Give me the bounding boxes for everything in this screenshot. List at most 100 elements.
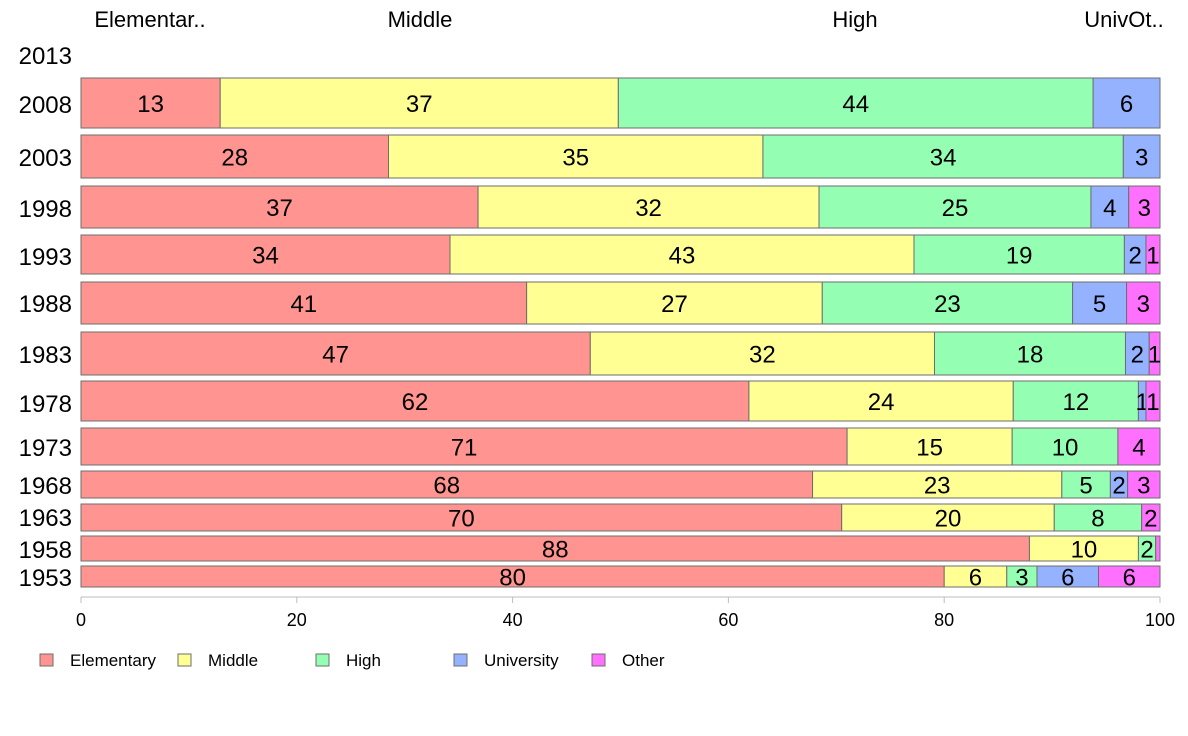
- legend-swatch: [591, 653, 606, 667]
- bar-row-1993: 34 43 19 2 1: [80, 234, 1161, 275]
- bar-row-1953: 80 6 3 6 6: [80, 565, 1161, 592]
- bar-segment-middle: [477, 185, 820, 229]
- bar-row-2003: 28 35 34 3: [80, 134, 1161, 179]
- bar-row-1968: 68 23 5 2 3: [80, 470, 1161, 500]
- bar-segment-university: [1092, 77, 1161, 129]
- legend-item-middle: Middle: [177, 651, 258, 670]
- year-axis-labels: 2013 2008 2003 1998 1993 1988 1983 1978 1973 1968…: [19, 43, 72, 592]
- data-label: 3: [1137, 291, 1150, 318]
- year-label: 1963: [19, 505, 72, 532]
- data-label: 71: [451, 435, 478, 462]
- bar-row-1973: 71 15 10 4: [80, 427, 1161, 466]
- data-label: 19: [1006, 243, 1033, 270]
- legend-item-high: High: [315, 651, 381, 670]
- data-label: 37: [406, 91, 433, 118]
- x-tick-label: 80: [934, 610, 954, 630]
- bar-segment-high: [1053, 503, 1143, 532]
- data-label: 6: [969, 565, 982, 592]
- data-label: 34: [930, 145, 957, 172]
- bar-segment-middle: [841, 503, 1055, 532]
- data-label: 25: [942, 195, 969, 222]
- bar-segment-other: [1127, 470, 1161, 499]
- legend-label: High: [346, 651, 381, 670]
- data-label: 68: [433, 473, 460, 500]
- bar-segment-other: [1145, 234, 1161, 275]
- data-label: 23: [924, 473, 951, 500]
- bar-segment-middle: [589, 331, 935, 376]
- data-label: 3: [1137, 473, 1150, 500]
- bar-segment-elementary: [80, 281, 528, 325]
- bar-segment-middle: [388, 134, 764, 179]
- bar-segment-elementary: [80, 427, 848, 466]
- data-label: 47: [322, 342, 349, 369]
- year-label: 2008: [19, 92, 72, 119]
- bar-segment-elementary: [80, 470, 814, 499]
- data-label: 2: [1140, 537, 1153, 564]
- bar-segment-elementary: [80, 503, 843, 532]
- legend-item-other: Other: [591, 651, 665, 670]
- bar-segment-university: [1090, 185, 1130, 229]
- data-label: 2: [1129, 243, 1142, 270]
- data-label: 43: [669, 243, 696, 270]
- data-label: 20: [935, 506, 962, 533]
- year-label: 1953: [19, 565, 72, 592]
- legend-label: Other: [622, 651, 665, 670]
- data-label: 4: [1103, 195, 1116, 222]
- bar-segment-high: [1061, 470, 1111, 499]
- bar-segment-middle: [846, 427, 1013, 466]
- data-label: 44: [842, 91, 869, 118]
- data-label: 37: [266, 195, 293, 222]
- x-tick-label: 40: [503, 610, 523, 630]
- year-label: 1973: [19, 435, 72, 462]
- bar-segment-other: [1117, 427, 1161, 466]
- bar-segment-other: [1155, 535, 1161, 562]
- data-label: 41: [290, 291, 317, 318]
- year-label: 2013: [19, 43, 72, 70]
- x-tick-label: 100: [1145, 610, 1175, 630]
- bar-row-1983: 47 32 18 2 1: [80, 331, 1161, 376]
- data-label: 10: [1052, 435, 1079, 462]
- data-label: 4: [1132, 435, 1145, 462]
- top-label-3: UnivOt..: [1084, 7, 1163, 32]
- data-label: 3: [1015, 565, 1028, 592]
- legend-item-university: University: [453, 651, 559, 670]
- legend-swatch: [39, 653, 54, 667]
- legend-label: Elementary: [70, 651, 156, 670]
- data-label: 27: [661, 291, 688, 318]
- data-label: 80: [499, 565, 526, 592]
- bar-segment-high: [617, 77, 1094, 129]
- year-label: 1983: [19, 342, 72, 369]
- bar-segment-elementary: [80, 380, 750, 422]
- x-tick-label: 20: [287, 610, 307, 630]
- bar-segment-high: [913, 234, 1125, 275]
- x-tick-label: 60: [718, 610, 738, 630]
- bar-segment-university: [1122, 134, 1161, 179]
- bar-segment-other: [1097, 565, 1161, 588]
- year-label: 1998: [19, 196, 72, 223]
- bar-row-1998: 37 32 25 4 3: [80, 185, 1161, 229]
- data-label: 70: [448, 506, 475, 533]
- data-label: 28: [221, 145, 248, 172]
- top-label-0: Elementar..: [94, 7, 205, 32]
- bar-row-1978: 62 24 12 11: [80, 380, 1161, 422]
- bar-row-1958: 88 10 2: [80, 535, 1161, 564]
- data-label: 2: [1112, 473, 1125, 500]
- bar-segment-other: [1141, 503, 1161, 532]
- year-label: 1968: [19, 473, 72, 500]
- data-label: 6: [1061, 565, 1074, 592]
- data-label: 3: [1138, 195, 1151, 222]
- data-label: 2: [1144, 506, 1157, 533]
- data-label: 62: [402, 389, 429, 416]
- data-label: 35: [562, 145, 589, 172]
- data-label: 12: [1062, 389, 1089, 416]
- top-category-labels: Elementar.. Middle High UnivOt..: [94, 7, 1163, 32]
- data-label: 8: [1091, 506, 1104, 533]
- bar-segment-other: [1148, 331, 1161, 376]
- data-label: 23: [934, 291, 961, 318]
- bar-segment-elementary: [80, 77, 221, 129]
- data-label: 34: [252, 243, 279, 270]
- bars-area: 13 37 44 628 35 34 337 32 25 4 334 43 19 2 141 27 23 5 347…: [80, 77, 1161, 592]
- data-label: 6: [1123, 565, 1136, 592]
- bar-segment-elementary: [80, 134, 390, 179]
- data-label: 32: [749, 342, 776, 369]
